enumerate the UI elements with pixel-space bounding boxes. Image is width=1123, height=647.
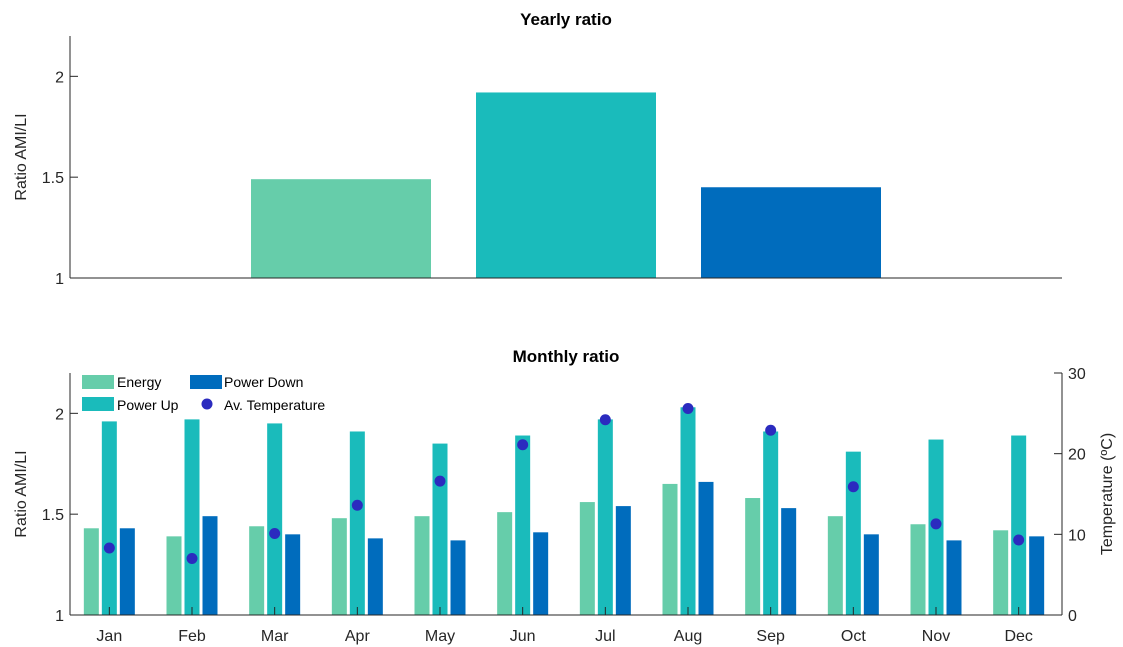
monthly-bar-power-up [680, 407, 696, 615]
monthly-bar-power-up [267, 423, 283, 615]
monthly-temperature-point [186, 553, 198, 565]
monthly-temperature-point [269, 528, 281, 540]
monthly-bar-energy [827, 516, 843, 615]
legend-marker-temperature [201, 398, 213, 410]
monthly-temperature-point [765, 424, 777, 436]
monthly-bar-power-up [515, 435, 531, 615]
monthly-bar-energy [993, 530, 1009, 615]
monthly-x-tick-label: Apr [345, 628, 371, 645]
monthly-y-ticks-right: 0 10 20 30 [1054, 366, 1086, 625]
monthly-bar-power-down [285, 534, 301, 615]
yearly-plot-area [251, 92, 881, 278]
monthly-bar-energy [745, 498, 761, 615]
monthly-bar-power-up [349, 431, 365, 615]
monthly-temperature-point [1013, 534, 1025, 546]
legend-label-power-down: Power Down [224, 374, 303, 390]
monthly-y-tick-label: 2 [55, 406, 64, 423]
monthly-bar-power-up [184, 419, 200, 615]
legend-swatch-energy [82, 375, 114, 389]
monthly-y-axis-label-right: Temperature (ºC) [1099, 433, 1116, 555]
monthly-temperature-point [599, 414, 611, 426]
monthly-bar-power-down [1029, 536, 1045, 615]
yearly-y-tick-label: 2 [55, 69, 64, 86]
monthly-x-tick-label: May [425, 628, 455, 645]
monthly-x-tick-label: Jul [595, 628, 615, 645]
monthly-bar-power-down [781, 508, 797, 615]
monthly-bar-energy [662, 483, 678, 615]
monthly-x-tick-label: Nov [922, 628, 950, 645]
monthly-bar-power-down [367, 538, 383, 615]
legend-swatch-power-up [82, 397, 114, 411]
monthly-y-tick-label-right: 30 [1068, 366, 1086, 383]
legend-label-temperature: Av. Temperature [224, 397, 325, 413]
monthly-temperature-point [517, 439, 529, 451]
monthly-bar-power-up [763, 431, 779, 615]
monthly-y-ticks-left: 11.52 [42, 406, 78, 625]
monthly-temperature-point [434, 475, 446, 487]
monthly-temperature-point [682, 402, 694, 414]
monthly-x-tick-label: Jan [96, 628, 122, 645]
yearly-y-axis-label: Ratio AMI/LI [13, 113, 30, 200]
monthly-x-tick-label: Mar [261, 628, 289, 645]
monthly-bar-power-up [845, 451, 861, 615]
monthly-bar-energy [331, 518, 347, 615]
monthly-y-tick-label: 1 [55, 608, 64, 625]
monthly-bar-power-down [450, 540, 466, 615]
yearly-bar-energy [251, 179, 431, 278]
monthly-bar-power-down [698, 481, 714, 615]
monthly-bar-power-up [597, 419, 613, 615]
yearly-y-tick-label: 1 [55, 271, 64, 288]
monthly-bar-energy [414, 516, 430, 615]
monthly-temperature-point [930, 518, 942, 530]
legend-label-energy: Energy [117, 374, 161, 390]
monthly-legend: Energy Power Down Power Up Av. Temperatu… [82, 374, 325, 413]
monthly-bar-energy [497, 512, 513, 615]
monthly-bar-power-down [119, 528, 135, 615]
monthly-temperature-point [351, 499, 363, 511]
legend-label-power-up: Power Up [117, 397, 179, 413]
legend-swatch-power-down [190, 375, 222, 389]
yearly-chart-title: Yearly ratio [520, 10, 612, 29]
yearly-bar-power-up [476, 92, 656, 278]
monthly-bar-power-up [1011, 435, 1027, 615]
monthly-bar-energy [579, 502, 595, 615]
monthly-bar-power-up [432, 443, 448, 615]
monthly-bar-power-down [202, 516, 218, 615]
monthly-x-tick-label: Oct [841, 628, 866, 645]
monthly-plot-area [83, 402, 1045, 615]
monthly-bar-energy [83, 528, 99, 615]
monthly-y-tick-label-right: 20 [1068, 447, 1086, 464]
monthly-x-tick-label: Jun [510, 628, 536, 645]
monthly-bar-energy [166, 536, 182, 615]
monthly-y-axis-label: Ratio AMI/LI [13, 450, 30, 537]
monthly-x-tick-label: Dec [1004, 628, 1032, 645]
monthly-bar-power-down [533, 532, 549, 615]
monthly-bar-energy [910, 524, 926, 615]
monthly-y-tick-label-right: 10 [1068, 527, 1086, 544]
monthly-bar-power-down [946, 540, 962, 615]
yearly-y-ticks: 11.52 [42, 69, 78, 288]
monthly-chart-title: Monthly ratio [513, 347, 620, 366]
monthly-bar-energy [249, 526, 265, 615]
monthly-x-tick-label: Sep [756, 628, 785, 645]
monthly-temperature-point [103, 542, 115, 554]
monthly-temperature-point [847, 481, 859, 493]
monthly-x-ticks: Jan Feb Mar Apr May Jun Jul Aug Sep Oct Nov Dec [96, 607, 1033, 645]
monthly-bar-power-down [863, 534, 879, 615]
yearly-bar-power-down [701, 187, 881, 278]
monthly-bar-power-up [101, 421, 117, 615]
monthly-bar-power-down [615, 506, 631, 615]
monthly-x-tick-label: Aug [674, 628, 702, 645]
yearly-chart: Yearly ratio 11.52 Ratio AMI/LI [13, 10, 1062, 288]
monthly-y-tick-label-right: 0 [1068, 608, 1077, 625]
monthly-y-tick-label: 1.5 [42, 507, 64, 524]
monthly-x-tick-label: Feb [178, 628, 206, 645]
yearly-y-tick-label: 1.5 [42, 170, 64, 187]
